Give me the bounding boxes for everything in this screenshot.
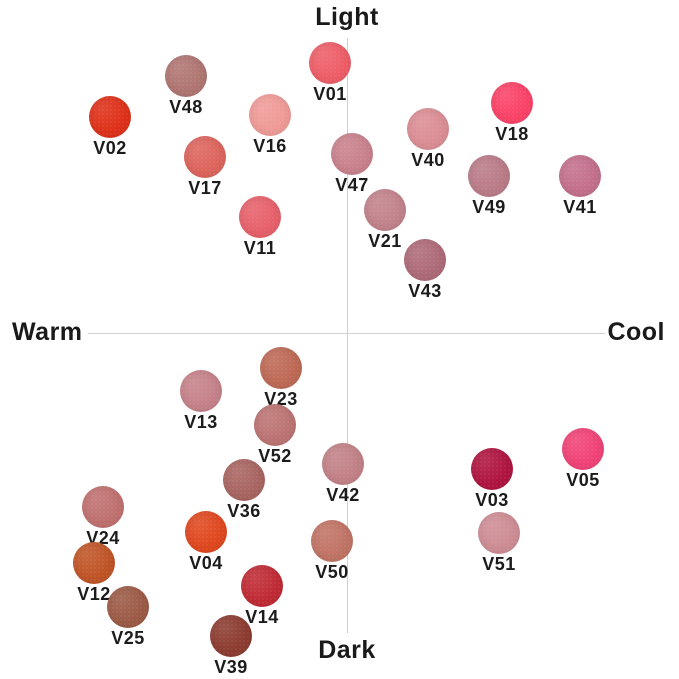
shade-dot-v49 [468, 155, 510, 197]
shade-swatch-v40: V40 [407, 108, 449, 171]
shade-dot-v04 [185, 511, 227, 553]
shade-swatch-v47: V47 [331, 133, 373, 196]
shade-dot-v52 [254, 404, 296, 446]
shade-label-v39: V39 [214, 657, 248, 677]
shade-label-v04: V04 [189, 553, 223, 573]
shade-dot-v23 [260, 347, 302, 389]
shade-label-v49: V49 [472, 197, 506, 217]
shade-label-v36: V36 [227, 501, 261, 521]
shade-label-v12: V12 [77, 584, 111, 604]
shade-label-v52: V52 [258, 446, 292, 466]
shade-label-v13: V13 [184, 412, 218, 432]
shade-dot-v40 [407, 108, 449, 150]
shade-swatch-v52: V52 [254, 404, 296, 467]
shade-dot-v12 [73, 542, 115, 584]
shade-swatch-v42: V42 [322, 443, 364, 506]
shade-dot-v01 [309, 42, 351, 84]
shade-dot-v13 [180, 370, 222, 412]
shade-label-v02: V02 [93, 138, 127, 158]
shade-dot-v21 [364, 189, 406, 231]
shade-label-v40: V40 [411, 150, 445, 170]
axis-label-dark: Dark [318, 636, 376, 664]
shade-label-v03: V03 [475, 490, 509, 510]
shade-dot-v25 [107, 586, 149, 628]
shade-label-v50: V50 [315, 562, 349, 582]
shade-label-v51: V51 [482, 554, 516, 574]
shade-label-v41: V41 [563, 197, 597, 217]
shade-label-v01: V01 [313, 84, 347, 104]
shade-swatch-v48: V48 [165, 55, 207, 118]
shade-swatch-v03: V03 [471, 448, 513, 511]
shade-swatch-v18: V18 [491, 82, 533, 145]
shade-swatch-v41: V41 [559, 155, 601, 218]
shade-swatch-v50: V50 [311, 520, 353, 583]
shade-swatch-v49: V49 [468, 155, 510, 218]
shade-dot-v36 [223, 459, 265, 501]
shade-swatch-v21: V21 [364, 189, 406, 252]
shade-swatch-v01: V01 [309, 42, 351, 105]
shade-swatch-v25: V25 [107, 586, 149, 649]
shade-dot-v18 [491, 82, 533, 124]
shade-swatch-v23: V23 [260, 347, 302, 410]
shade-swatch-v11: V11 [239, 196, 281, 259]
shade-swatch-v16: V16 [249, 94, 291, 157]
horizontal-axis-line [88, 333, 605, 334]
shade-dot-v41 [559, 155, 601, 197]
shade-label-v25: V25 [111, 628, 145, 648]
shade-swatch-v05: V05 [562, 428, 604, 491]
shade-swatch-v39: V39 [210, 615, 252, 678]
shade-swatch-v24: V24 [82, 486, 124, 549]
shade-dot-v17 [184, 136, 226, 178]
axis-label-light: Light [315, 3, 379, 31]
shade-label-v47: V47 [335, 175, 369, 195]
shade-dot-v39 [210, 615, 252, 657]
shade-label-v16: V16 [253, 136, 287, 156]
shade-label-v18: V18 [495, 124, 529, 144]
shade-label-v11: V11 [243, 238, 277, 258]
vertical-axis-line [347, 38, 348, 633]
shade-dot-v43 [404, 239, 446, 281]
shade-dot-v50 [311, 520, 353, 562]
shade-swatch-v14: V14 [241, 565, 283, 628]
shade-label-v14: V14 [245, 607, 279, 627]
shade-label-v42: V42 [326, 485, 360, 505]
shade-dot-v05 [562, 428, 604, 470]
shade-swatch-v43: V43 [404, 239, 446, 302]
shade-label-v05: V05 [566, 470, 600, 490]
shade-dot-v11 [239, 196, 281, 238]
shade-swatch-v02: V02 [89, 96, 131, 159]
axis-label-cool: Cool [607, 317, 665, 346]
shade-swatch-v17: V17 [184, 136, 226, 199]
shade-label-v43: V43 [408, 281, 442, 301]
shade-swatch-v51: V51 [478, 512, 520, 575]
shade-swatch-v36: V36 [223, 459, 265, 522]
shade-label-v21: V21 [368, 231, 402, 251]
shade-label-v48: V48 [169, 97, 203, 117]
shade-swatch-v13: V13 [180, 370, 222, 433]
shade-dot-v51 [478, 512, 520, 554]
shade-dot-v24 [82, 486, 124, 528]
axis-label-warm: Warm [12, 317, 83, 346]
shade-dot-v14 [241, 565, 283, 607]
shade-dot-v03 [471, 448, 513, 490]
shade-dot-v47 [331, 133, 373, 175]
shade-dot-v48 [165, 55, 207, 97]
shade-label-v23: V23 [264, 389, 298, 409]
shade-swatch-v04: V04 [185, 511, 227, 574]
shade-swatch-v12: V12 [73, 542, 115, 605]
shade-dot-v02 [89, 96, 131, 138]
shade-dot-v42 [322, 443, 364, 485]
shade-label-v17: V17 [188, 178, 222, 198]
shade-dot-v16 [249, 94, 291, 136]
